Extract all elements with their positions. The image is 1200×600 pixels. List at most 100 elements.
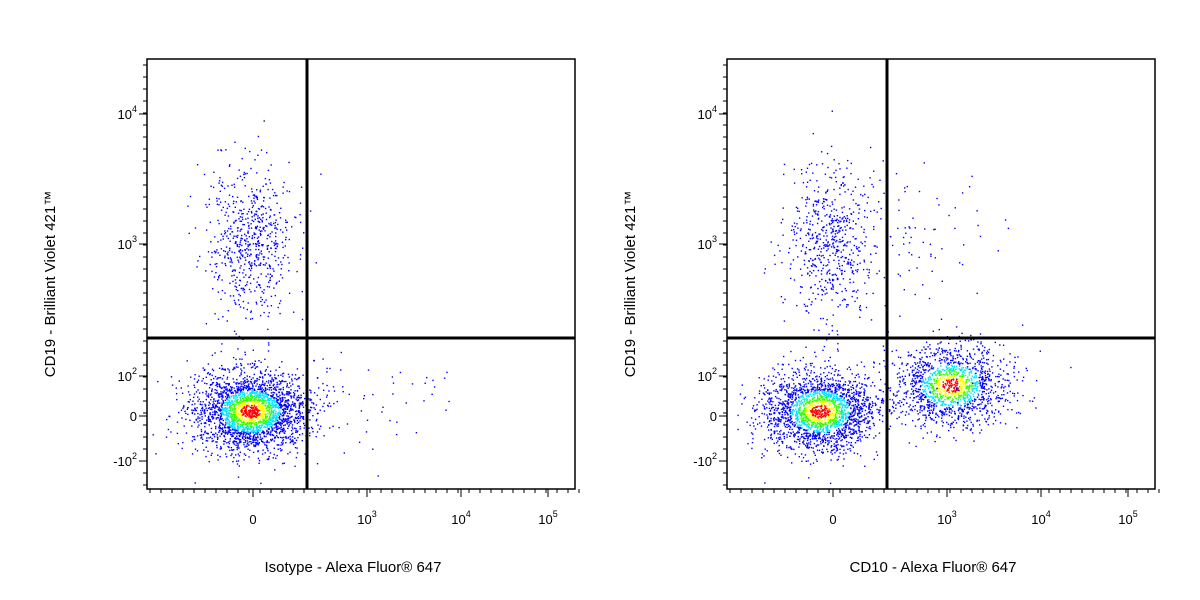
event-dot [262, 420, 265, 422]
event-dot [316, 394, 318, 397]
event-dot [846, 444, 848, 446]
event-dot [249, 255, 251, 257]
event-dot [251, 191, 253, 193]
event-dot [752, 405, 755, 407]
event-dot [828, 418, 831, 420]
event-dot [226, 417, 228, 420]
event-dot [209, 263, 211, 266]
event-dot [248, 418, 250, 421]
event-dot [878, 389, 881, 391]
event-dot [837, 374, 839, 377]
event-dot [245, 404, 247, 406]
event-dot [795, 414, 797, 416]
event-dot [255, 432, 257, 434]
event-dot [287, 419, 290, 421]
event-dot [859, 438, 861, 440]
event-dot [274, 469, 276, 471]
event-dot [223, 436, 226, 438]
event-dot [239, 423, 242, 426]
event-dot [194, 386, 196, 389]
event-dot [252, 451, 255, 454]
event-dot [268, 380, 270, 382]
event-dot [849, 396, 851, 398]
event-dot [828, 391, 831, 393]
event-dot [257, 243, 259, 245]
event-dot [243, 420, 246, 422]
event-dot [873, 437, 875, 439]
event-dot [801, 427, 803, 429]
event-dot [287, 427, 289, 430]
event-dot [277, 223, 279, 226]
event-dot [296, 447, 298, 449]
event-dot [249, 394, 252, 396]
event-dot [826, 427, 829, 429]
event-dot [810, 441, 812, 443]
event-dot [286, 393, 288, 396]
event-dot [813, 416, 815, 418]
event-dot [244, 412, 247, 415]
event-dot [211, 388, 213, 390]
event-dot [818, 383, 821, 385]
event-dot [854, 409, 856, 411]
event-dot [274, 407, 276, 409]
event-dot [185, 418, 187, 421]
event-dot [233, 409, 235, 411]
event-dot [259, 438, 261, 440]
event-dot [841, 377, 843, 379]
event-dot [262, 398, 264, 400]
event-dot [288, 376, 291, 378]
event-dot [803, 386, 806, 388]
event-dot [291, 408, 293, 410]
event-dot [259, 395, 262, 398]
event-dot [247, 241, 249, 243]
event-dot [227, 404, 229, 407]
event-dot [262, 401, 264, 403]
event-dot [392, 382, 395, 384]
event-dot [253, 435, 255, 437]
event-dot [226, 402, 229, 404]
event-dot [821, 405, 823, 407]
event-dot [868, 434, 871, 436]
event-dot [215, 266, 218, 268]
event-dot [284, 419, 287, 422]
event-dot [821, 439, 823, 441]
event-dot [210, 454, 212, 456]
event-dot [259, 314, 262, 317]
event-dot [299, 420, 301, 422]
event-dot [274, 255, 276, 257]
event-dot [751, 441, 754, 444]
event-dot [818, 376, 821, 378]
event-dot [254, 363, 256, 365]
event-dot [832, 396, 834, 399]
event-dot [255, 406, 257, 408]
event-dot [260, 415, 263, 418]
event-dot [245, 428, 247, 430]
event-dot [322, 405, 324, 408]
event-dot [285, 401, 287, 403]
event-dot [800, 453, 803, 455]
event-dot [312, 431, 314, 433]
event-dot [261, 399, 263, 401]
event-dot [258, 229, 260, 231]
event-dot [239, 387, 241, 389]
event-dot [851, 444, 853, 447]
event-dot [302, 392, 305, 394]
event-dot [842, 413, 845, 415]
event-dot [254, 416, 257, 418]
event-dot [266, 422, 268, 424]
event-dot [228, 390, 230, 392]
event-dot [194, 227, 197, 229]
event-dot [808, 404, 811, 406]
event-dot [782, 387, 784, 389]
event-dot [215, 381, 218, 384]
event-dot [288, 292, 291, 294]
event-dot [844, 388, 847, 390]
event-dot [254, 290, 256, 292]
event-dot [220, 411, 223, 413]
event-dot [834, 412, 836, 414]
event-dot [215, 384, 217, 387]
event-dot [270, 164, 272, 166]
event-dot [237, 407, 240, 410]
event-dot [213, 377, 215, 380]
event-dot [807, 435, 809, 438]
